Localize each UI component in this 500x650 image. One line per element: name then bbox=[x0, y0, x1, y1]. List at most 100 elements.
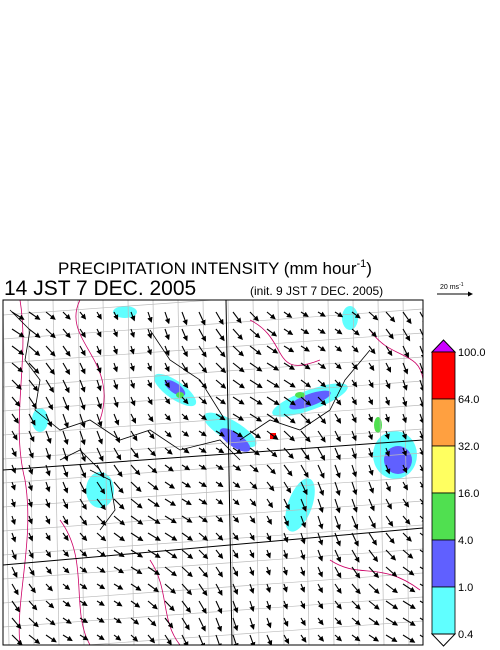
wind-arrow bbox=[385, 464, 391, 475]
wind-arrow bbox=[317, 345, 326, 352]
wind-arrow bbox=[249, 345, 262, 355]
grid-line bbox=[127, 300, 135, 645]
wind-arrow bbox=[249, 379, 263, 389]
wind-arrow bbox=[300, 413, 312, 425]
wind-arrow bbox=[181, 481, 192, 488]
wind-arrow bbox=[351, 345, 359, 353]
wind-arrow bbox=[164, 311, 170, 325]
wind-arrow bbox=[198, 532, 209, 541]
wind-arrow bbox=[334, 566, 342, 579]
wind-arrow bbox=[181, 566, 193, 578]
wind-arrow bbox=[215, 583, 223, 596]
wind-arrow bbox=[10, 481, 16, 491]
wind-arrow bbox=[113, 634, 122, 641]
wind-arrow bbox=[130, 311, 136, 322]
wind-arrow bbox=[317, 583, 323, 594]
wind-arrow bbox=[164, 481, 176, 489]
wind-arrow bbox=[130, 566, 143, 575]
wind-arrow bbox=[11, 549, 17, 561]
wind-arrow bbox=[28, 532, 34, 542]
wind-arrow bbox=[198, 600, 207, 614]
wind-arrow bbox=[266, 532, 272, 542]
wind-arrow bbox=[181, 345, 188, 358]
wind-arrow bbox=[198, 328, 207, 342]
grid-line bbox=[3, 524, 423, 556]
wind-arrow bbox=[402, 311, 412, 325]
wind-arrow bbox=[419, 345, 423, 360]
wind-arrow bbox=[419, 583, 423, 587]
wind-arrow bbox=[385, 549, 397, 561]
wind-arrow bbox=[317, 515, 324, 530]
wind-arrow bbox=[164, 345, 170, 357]
wind-arrow bbox=[215, 549, 224, 560]
wind-arrow bbox=[266, 430, 279, 440]
wind-arrow bbox=[419, 566, 423, 570]
wind-arrow bbox=[283, 379, 296, 388]
wind-arrow bbox=[317, 498, 324, 513]
wind-arrow bbox=[385, 515, 394, 527]
wind-arrow bbox=[147, 583, 160, 593]
wind-arrow bbox=[334, 430, 341, 443]
wind-arrow bbox=[164, 498, 177, 506]
wind-arrow bbox=[62, 413, 69, 429]
wind-arrow bbox=[283, 345, 295, 353]
wind-arrow bbox=[45, 498, 51, 509]
wind-arrow bbox=[300, 549, 306, 561]
wind-arrow bbox=[147, 464, 158, 474]
wind-arrow bbox=[317, 600, 324, 610]
wind-arrow bbox=[198, 379, 208, 389]
wind-arrow bbox=[401, 396, 408, 407]
wind-arrow bbox=[79, 362, 86, 375]
wind-arrow bbox=[62, 464, 69, 478]
wind-arrow bbox=[249, 311, 259, 322]
wind-arrow bbox=[351, 600, 361, 610]
grid-line bbox=[3, 308, 423, 340]
wind-arrow bbox=[62, 345, 71, 357]
wind-arrow bbox=[334, 498, 341, 514]
wind-arrow bbox=[300, 328, 310, 335]
wind-arrow bbox=[232, 549, 239, 559]
wind-arrow bbox=[113, 447, 122, 461]
wind-arrow bbox=[113, 515, 126, 526]
wind-arrow bbox=[368, 583, 380, 594]
wind-arrow bbox=[402, 532, 412, 542]
wind-arrow bbox=[283, 464, 293, 477]
wind-arrow bbox=[113, 566, 125, 574]
wind-arrow bbox=[198, 481, 208, 488]
wind-arrow bbox=[28, 617, 39, 628]
wind-arrow bbox=[368, 311, 379, 321]
wind-arrow bbox=[317, 379, 327, 388]
wind-arrow bbox=[96, 311, 102, 320]
map-frame bbox=[2, 299, 424, 646]
wind-arrow bbox=[367, 396, 373, 406]
wind-arrow bbox=[198, 498, 208, 505]
wind-arrow bbox=[181, 464, 191, 471]
wind-arrow bbox=[181, 617, 190, 631]
wind-arrow bbox=[130, 447, 139, 459]
wind-arrow bbox=[96, 600, 105, 606]
wind-arrow bbox=[402, 464, 408, 474]
init-time: (init. 9 JST 7 DEC. 2005) bbox=[250, 284, 383, 298]
colorbar-over bbox=[430, 339, 457, 353]
wind-arrow bbox=[384, 413, 390, 423]
colorbar-label: 32.0 bbox=[458, 441, 479, 453]
wind-arrow bbox=[232, 566, 239, 577]
wind-arrow bbox=[11, 600, 21, 613]
wind-arrow bbox=[317, 447, 326, 461]
wind-arrow bbox=[11, 566, 18, 578]
wind-arrow bbox=[265, 600, 272, 611]
wind-arrow bbox=[181, 600, 191, 613]
wind-arrow bbox=[282, 549, 288, 560]
wind-arrow bbox=[368, 617, 380, 626]
wind-arrow bbox=[215, 498, 224, 505]
wind-arrow bbox=[130, 396, 136, 407]
wind-arrow bbox=[351, 498, 358, 513]
wind-arrow bbox=[283, 430, 296, 442]
wind-arrow bbox=[419, 515, 423, 523]
wind-arrow bbox=[62, 583, 71, 591]
wind-arrow bbox=[283, 362, 296, 370]
wind-arrow bbox=[45, 566, 52, 575]
wind-arrow bbox=[11, 379, 22, 390]
wind-arrow bbox=[164, 396, 171, 405]
wind-arrow bbox=[198, 583, 208, 597]
